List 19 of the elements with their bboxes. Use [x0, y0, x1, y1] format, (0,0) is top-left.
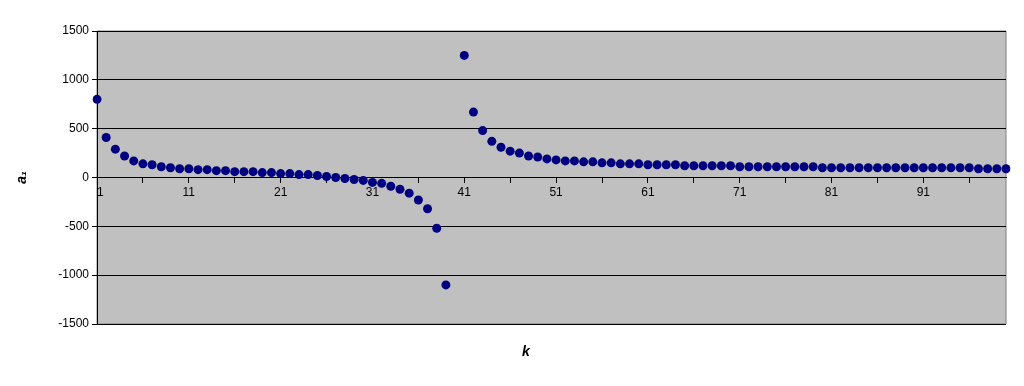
x-tick-label: 1 [97, 185, 104, 200]
y-tick-label: 0 [82, 169, 90, 184]
x-axis-title: k [521, 343, 531, 359]
x-tick-label: 51 [549, 185, 564, 200]
x-tick-label: 31 [365, 185, 380, 200]
y-tick-label: -1000 [58, 267, 90, 282]
y-tick-label: 500 [68, 120, 90, 135]
y-tick-label: -1500 [58, 316, 90, 331]
x-tick-label: 71 [733, 185, 747, 200]
y-tick-label: 1000 [62, 72, 90, 87]
y-tick-label: -500 [64, 218, 90, 233]
x-tick-label: 11 [182, 185, 196, 200]
x-tick-label: 21 [273, 185, 288, 200]
x-tick-label: 91 [916, 185, 931, 200]
y-axis-title: a₁ [13, 171, 30, 184]
y-tick-label: 1500 [62, 23, 90, 38]
x-tick-label: 61 [641, 185, 655, 200]
x-tick-label: 41 [457, 185, 472, 200]
x-tick-label: 81 [824, 185, 839, 200]
